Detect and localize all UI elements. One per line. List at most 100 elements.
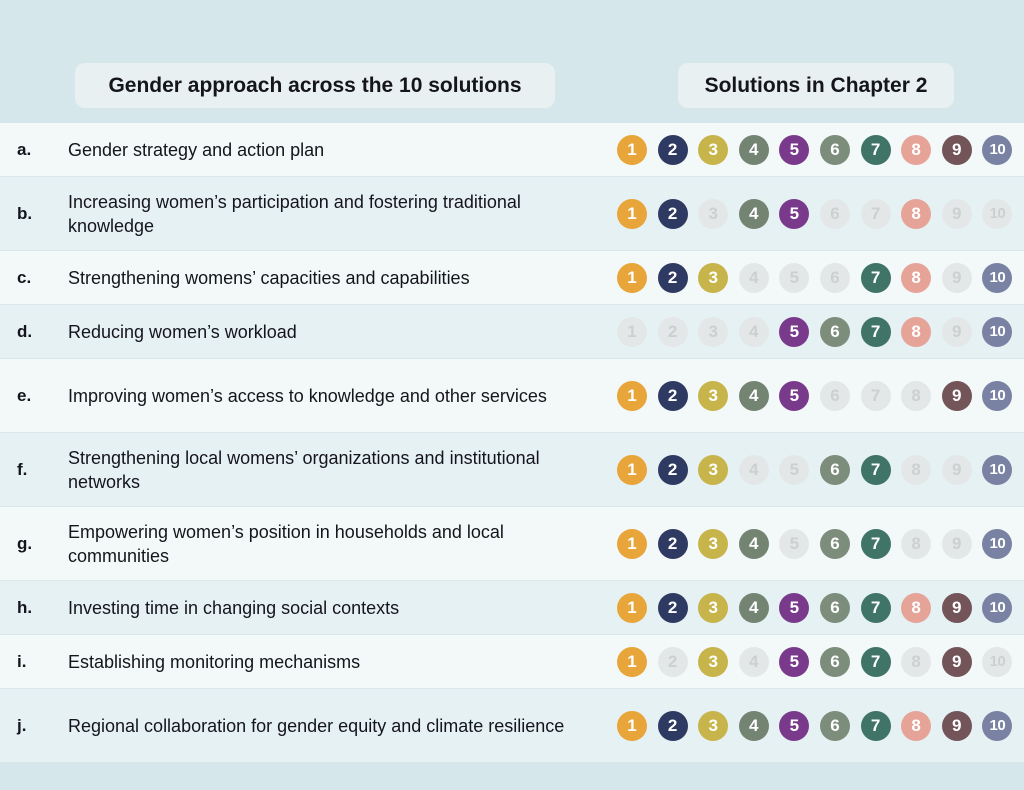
solution-2-badge: 2 — [657, 262, 688, 293]
solution-6-badge: 6 — [819, 316, 850, 347]
solution-5-badge: 5 — [779, 454, 810, 485]
solution-4-badge: 4 — [738, 646, 769, 677]
solution-1-badge: 1 — [617, 198, 647, 229]
solution-7-badge: 7 — [860, 592, 891, 623]
table-row: i. Establishing monitoring mechanisms 1 2 3 4… — [0, 635, 1024, 689]
solution-5-badge: 5 — [779, 646, 810, 677]
row-label: Regional collaboration for gender equity… — [68, 715, 565, 736]
solution-4-badge: 4 — [738, 380, 769, 411]
table-row: j. Regional collaboration for gender equi… — [0, 689, 1024, 763]
solution-4-badge: 4 — [738, 528, 769, 559]
solution-3-badge: 3 — [698, 134, 729, 165]
solution-2-badge: 2 — [657, 316, 688, 347]
solution-indicators: 1 2 3 4 5 6 7 8 9 10 — [617, 198, 1013, 229]
solution-10-badge: 10 — [982, 316, 1013, 347]
row-label: Investing time in changing social contex… — [68, 597, 400, 618]
solution-3-badge: 3 — [698, 316, 729, 347]
table-row: g. Empowering women’s position in househo… — [0, 507, 1024, 581]
row-label: Establishing monitoring mechanisms — [68, 651, 361, 672]
solution-6-badge: 6 — [819, 646, 850, 677]
row-label: Empowering women’s position in household… — [68, 521, 504, 566]
row-letter: h. — [17, 597, 33, 617]
solution-2-badge: 2 — [657, 646, 688, 677]
solution-3-badge: 3 — [698, 528, 729, 559]
row-label: Improving women’s access to knowledge an… — [68, 385, 547, 406]
solution-9-badge: 9 — [941, 380, 972, 411]
row-label: Gender strategy and action plan — [68, 139, 325, 160]
solution-indicators: 1 2 3 4 5 6 7 8 9 10 — [617, 134, 1013, 165]
solution-6-badge: 6 — [819, 454, 850, 485]
solution-5-badge: 5 — [779, 380, 810, 411]
solution-8-badge: 8 — [901, 454, 932, 485]
solution-2-badge: 2 — [657, 454, 688, 485]
solution-7-badge: 7 — [860, 262, 891, 293]
solution-6-badge: 6 — [819, 592, 850, 623]
solution-10-badge: 10 — [982, 528, 1013, 559]
row-letter: i. — [17, 651, 27, 671]
solution-5-badge: 5 — [779, 710, 810, 741]
solution-2-badge: 2 — [657, 380, 688, 411]
solution-10-badge: 10 — [982, 646, 1013, 677]
solution-1-badge: 1 — [617, 134, 647, 165]
solution-10-badge: 10 — [982, 592, 1013, 623]
solution-8-badge: 8 — [901, 646, 932, 677]
solution-9-badge: 9 — [941, 316, 972, 347]
solution-8-badge: 8 — [901, 710, 932, 741]
solution-7-badge: 7 — [860, 198, 891, 229]
solution-indicators: 1 2 3 4 5 6 7 8 9 10 — [617, 710, 1013, 741]
solution-1-badge: 1 — [617, 454, 647, 485]
solution-9-badge: 9 — [941, 134, 972, 165]
table-row: f. Strengthening local womens’ organizati… — [0, 433, 1024, 507]
solution-4-badge: 4 — [738, 710, 769, 741]
solution-6-badge: 6 — [819, 380, 850, 411]
solution-5-badge: 5 — [779, 316, 810, 347]
solution-9-badge: 9 — [941, 528, 972, 559]
solution-5-badge: 5 — [779, 592, 810, 623]
solution-1-badge: 1 — [617, 380, 647, 411]
solution-8-badge: 8 — [901, 528, 932, 559]
solution-9-badge: 9 — [941, 454, 972, 485]
table-row: d. Reducing women’s workload 1 2 3 4 5 6 7 8 9 10 — [0, 305, 1024, 359]
solution-10-badge: 10 — [982, 454, 1013, 485]
solution-3-badge: 3 — [698, 198, 729, 229]
solution-5-badge: 5 — [779, 134, 810, 165]
solution-indicators: 1 2 3 4 5 6 7 8 9 10 — [617, 454, 1013, 485]
solution-3-badge: 3 — [698, 262, 729, 293]
solution-6-badge: 6 — [819, 528, 850, 559]
gender-approach-header: Gender approach across the 10 solutions — [75, 63, 555, 108]
solution-6-badge: 6 — [819, 198, 850, 229]
solution-2-badge: 2 — [657, 528, 688, 559]
solution-4-badge: 4 — [738, 134, 769, 165]
solution-1-badge: 1 — [617, 710, 647, 741]
solution-3-badge: 3 — [698, 380, 729, 411]
row-label: Reducing women’s workload — [68, 321, 297, 342]
solution-2-badge: 2 — [657, 134, 688, 165]
solution-5-badge: 5 — [779, 198, 810, 229]
row-letter: f. — [17, 459, 28, 479]
solution-10-badge: 10 — [982, 380, 1013, 411]
solution-7-badge: 7 — [860, 454, 891, 485]
solution-2-badge: 2 — [657, 198, 688, 229]
solution-4-badge: 4 — [738, 198, 769, 229]
solution-2-badge: 2 — [657, 592, 688, 623]
solution-7-badge: 7 — [860, 316, 891, 347]
solution-7-badge: 7 — [860, 134, 891, 165]
solutions-title: Solutions in Chapter 2 — [704, 73, 928, 97]
solution-indicators: 1 2 3 4 5 6 7 8 9 10 — [617, 262, 1013, 293]
solution-indicators: 1 2 3 4 5 6 7 8 9 10 — [617, 592, 1013, 623]
solution-8-badge: 8 — [901, 262, 932, 293]
solution-6-badge: 6 — [819, 134, 850, 165]
row-letter: j. — [17, 715, 27, 735]
solution-6-badge: 6 — [819, 710, 850, 741]
solution-3-badge: 3 — [698, 646, 729, 677]
solution-1-badge: 1 — [617, 646, 647, 677]
solution-9-badge: 9 — [941, 710, 972, 741]
solution-8-badge: 8 — [901, 380, 932, 411]
solution-7-badge: 7 — [860, 646, 891, 677]
solution-9-badge: 9 — [941, 592, 972, 623]
solution-5-badge: 5 — [779, 262, 810, 293]
solution-7-badge: 7 — [860, 710, 891, 741]
row-letter: e. — [17, 385, 32, 405]
table-row: h. Investing time in changing social cont… — [0, 581, 1024, 635]
solution-indicators: 1 2 3 4 5 6 7 8 9 10 — [617, 528, 1013, 559]
